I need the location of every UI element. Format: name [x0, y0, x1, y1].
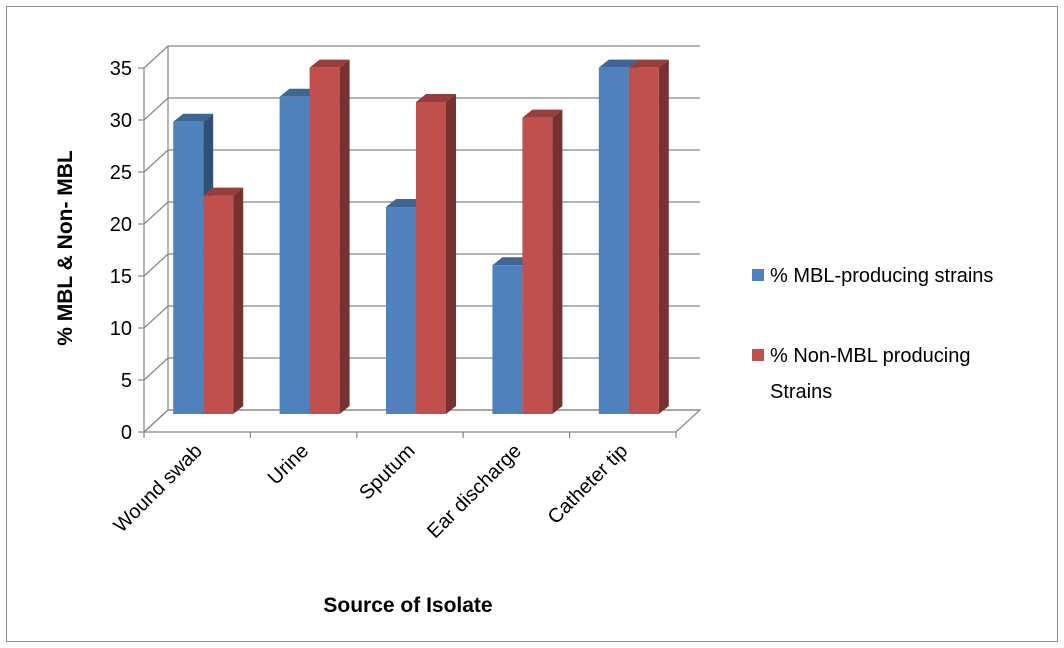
y-tick-labels: 0 5 10 15 20 25 30 35: [110, 58, 132, 444]
bar-front-face: [173, 121, 204, 414]
bar-side-face: [658, 59, 669, 415]
x-tick-label: Ear discharge: [423, 440, 526, 543]
bar-side-face: [446, 94, 456, 414]
x-tick-labels: Wound swab Urine Sputum Ear discharge Cathet…: [110, 440, 633, 543]
bar-top-face: [309, 59, 350, 68]
x-tick-label: Urine: [264, 440, 313, 489]
bar-front-face: [628, 67, 659, 415]
legend-label-mbl: % MBL-producing strains: [770, 265, 993, 287]
bar-top-face: [173, 113, 214, 122]
bar-non-mbl: [309, 59, 350, 415]
y-tick-label: 10: [110, 318, 132, 340]
bar-top-face: [203, 187, 244, 196]
bars: [173, 59, 669, 415]
bar-top-face: [522, 109, 563, 118]
x-tick-label: Catheter tip: [544, 440, 633, 529]
bar-top-face: [598, 59, 639, 68]
x-tick-label: Wound swab: [110, 440, 207, 537]
y-tick-label: 35: [110, 58, 132, 80]
y-tick-label: 25: [110, 162, 132, 184]
bar-side-face: [552, 109, 563, 414]
bar-front-face: [309, 67, 340, 415]
bar-front-face: [492, 265, 523, 414]
bar-non-mbl: [416, 94, 456, 414]
legend-swatch-mbl: [752, 269, 764, 281]
x-axis-title: Source of Isolate: [323, 594, 492, 617]
x-tick-label: Sputum: [355, 440, 419, 504]
bar-front-face: [386, 207, 416, 414]
gridline: [143, 97, 700, 121]
bar-top-face: [416, 94, 456, 102]
legend: % MBL-producing strains % Non-MBL produc…: [752, 265, 993, 403]
legend-swatch-non-mbl: [752, 349, 764, 361]
bar-front-face: [522, 117, 553, 414]
y-tick-label: 20: [110, 214, 132, 236]
bar-side-face: [233, 187, 244, 414]
y-tick-label: 5: [121, 370, 132, 392]
legend-label-non-mbl-line1: % Non-MBL producing: [770, 345, 970, 367]
bar-non-mbl: [628, 59, 669, 415]
bar-side-face: [339, 59, 350, 415]
bar-front-face: [598, 67, 629, 415]
y-tick-label: 30: [110, 110, 132, 132]
bar-front-face: [279, 96, 310, 415]
bar-front-face: [416, 102, 446, 414]
bar-non-mbl: [203, 187, 244, 414]
y-axis-title: % MBL & Non- MBL: [54, 150, 77, 346]
gridline: [143, 45, 700, 69]
bar-front-face: [203, 195, 234, 414]
bar-non-mbl: [522, 109, 563, 414]
y-tick-label: 15: [110, 266, 132, 288]
legend-label-non-mbl-line2: Strains: [770, 381, 832, 403]
y-tick-label: 0: [121, 422, 132, 444]
bar-top-face: [628, 59, 669, 68]
